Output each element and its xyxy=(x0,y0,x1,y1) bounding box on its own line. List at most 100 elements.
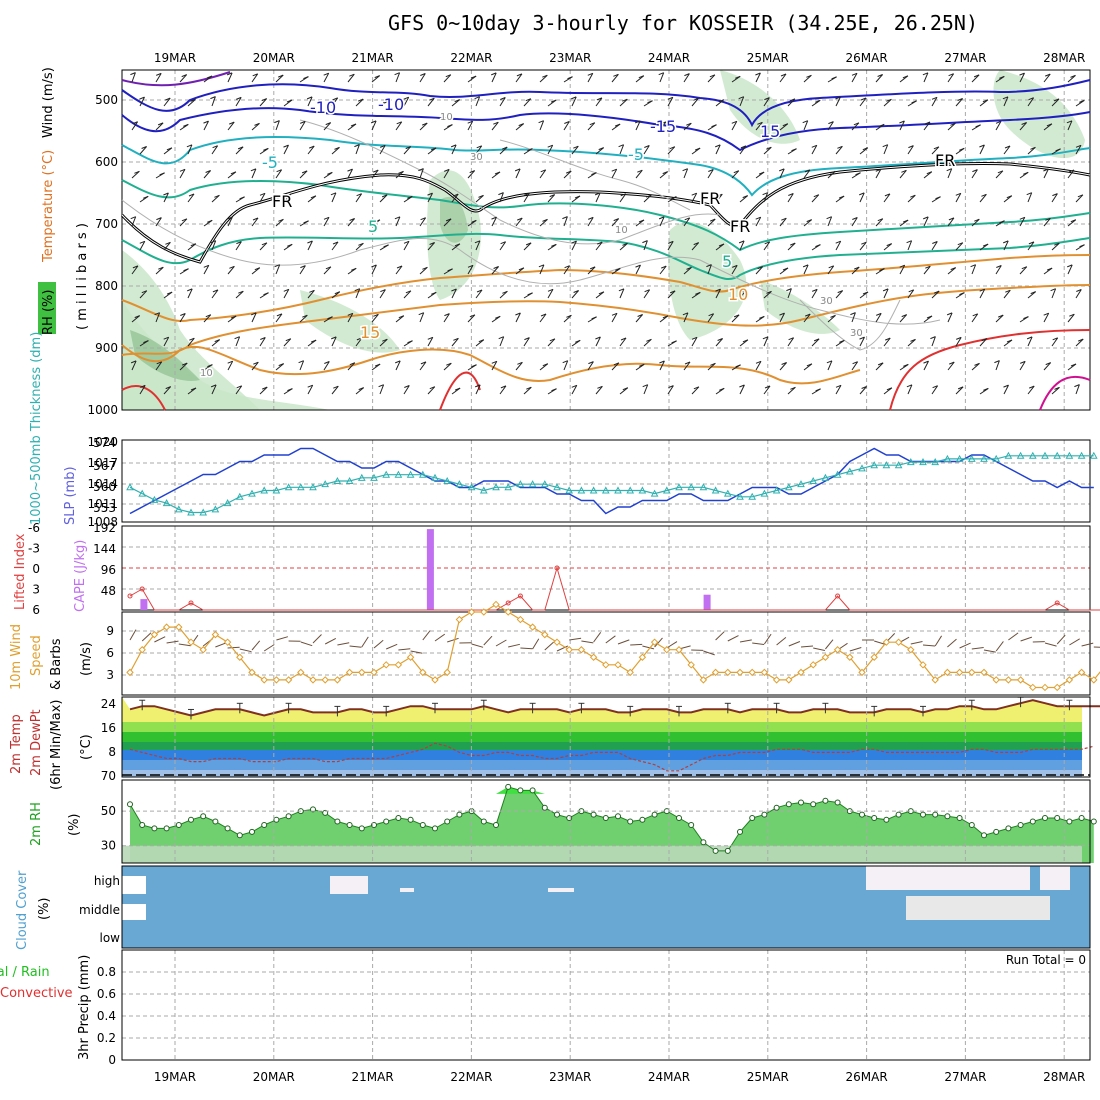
thickness-point xyxy=(687,483,696,491)
wind-barb xyxy=(851,361,859,371)
rh-point xyxy=(627,818,634,825)
wind-barb xyxy=(683,267,692,275)
wind-speed-point xyxy=(297,668,305,677)
wind-speed-point xyxy=(602,661,610,669)
thickness-point xyxy=(943,454,952,462)
wind-barb-flag xyxy=(274,264,280,268)
wind-barb xyxy=(571,145,579,155)
wind-speed-point xyxy=(1053,683,1061,692)
wind-barb-flag xyxy=(828,265,834,269)
wind-barb xyxy=(379,384,385,395)
wind-speed-point xyxy=(772,676,781,684)
contour-label: 30 xyxy=(850,328,863,339)
wind-barb-flag xyxy=(830,314,836,318)
wind-speed-point xyxy=(980,668,988,677)
wind-barb xyxy=(995,121,1002,131)
wind10-barb xyxy=(995,641,1004,652)
wind-barb xyxy=(763,336,769,347)
wind10-barb xyxy=(386,643,398,650)
wind-barb-flag xyxy=(1005,289,1011,293)
wind-barb xyxy=(331,192,337,203)
wind-barb xyxy=(1043,73,1051,83)
thickness-point xyxy=(711,486,720,494)
wind-speed-point xyxy=(955,668,964,677)
rh-point xyxy=(346,822,353,828)
wind-barb-flag xyxy=(682,312,689,316)
wind-barb xyxy=(539,264,545,275)
wind-speed-point xyxy=(675,646,683,654)
wind-barb-flag xyxy=(899,120,905,124)
wind-barb xyxy=(691,192,698,203)
wind-barb-flag xyxy=(525,98,531,102)
wind-barb-flag xyxy=(923,216,929,220)
temp-panel-frame xyxy=(121,696,1091,778)
contour-label: 10 xyxy=(728,285,748,304)
wind-barb xyxy=(811,338,820,347)
wind-barb xyxy=(907,289,915,299)
wind-barb xyxy=(763,385,771,395)
wind-barb-flag xyxy=(667,96,673,100)
wind-barb-flag xyxy=(781,217,787,221)
wind-barb xyxy=(787,337,795,347)
wind-barb xyxy=(259,193,266,203)
wind-barb-flag xyxy=(166,291,173,295)
rh-point xyxy=(724,847,731,854)
wind-barb xyxy=(595,336,601,347)
wind-barb-flag xyxy=(374,75,380,79)
wind10-barb xyxy=(410,650,423,654)
wind-barb-flag xyxy=(140,384,146,388)
wind-barb-flag xyxy=(212,145,218,149)
wind-barb xyxy=(875,313,882,323)
wind-barb-flag xyxy=(693,97,699,101)
wind-barb-flag xyxy=(229,265,235,269)
wind-barb-flag xyxy=(738,96,744,100)
thickness-point xyxy=(675,483,683,491)
wind-barb-flag xyxy=(467,120,473,124)
wind-barb-flag xyxy=(347,168,353,172)
wind-speed-point xyxy=(760,668,769,677)
thickness-point xyxy=(516,480,525,488)
precip-panel-ylabels: Total / Rain Convective 3hr Precip (mm) xyxy=(0,955,92,1060)
wind10-barb xyxy=(1008,632,1019,641)
wind10-barb xyxy=(556,645,569,652)
wind-barb-flag xyxy=(615,267,621,271)
wind-barb xyxy=(179,313,186,323)
wind-barb xyxy=(259,242,268,251)
wind-speed-point xyxy=(223,638,232,646)
wind10-barb xyxy=(800,645,814,648)
wind10-barb xyxy=(1056,634,1066,645)
cloud-clear xyxy=(122,876,146,894)
wind-barb-flag xyxy=(324,361,330,364)
wind-barb-flag xyxy=(527,292,533,296)
wind-barb-flag xyxy=(1019,72,1025,76)
thickness-point xyxy=(199,508,208,516)
wind-speed-point xyxy=(358,668,366,677)
wind-barb xyxy=(1027,241,1035,251)
wind-barb xyxy=(859,336,865,347)
wind-barb-flag xyxy=(669,146,675,150)
wind-barb xyxy=(1043,362,1052,371)
wind-barb-flag xyxy=(287,243,293,247)
wind-barb-flag xyxy=(948,73,954,77)
wind-barb-flag xyxy=(949,361,955,365)
wind-barb xyxy=(355,242,364,251)
wind-barb-flag xyxy=(236,241,242,245)
wind10-barb xyxy=(959,642,971,649)
wind-barb-flag xyxy=(853,122,860,126)
wind10-barb xyxy=(324,637,337,645)
wind-barb xyxy=(619,193,627,203)
wind-barb-flag xyxy=(1070,363,1077,367)
wind10-barb xyxy=(739,639,752,643)
wind-barb xyxy=(883,98,892,107)
wind-barb-flag xyxy=(902,219,909,223)
wind10-barb xyxy=(361,636,369,648)
rh-point xyxy=(322,809,329,816)
rh-point xyxy=(358,825,365,832)
wind-barb xyxy=(419,168,424,179)
ylabel-wind10: 10m Wind xyxy=(9,624,24,690)
wind-barb xyxy=(683,217,691,227)
thickness-point xyxy=(858,464,866,472)
wind-barb-flag xyxy=(886,387,893,391)
wind-barb-flag xyxy=(491,72,497,76)
wind-barb xyxy=(179,74,188,83)
